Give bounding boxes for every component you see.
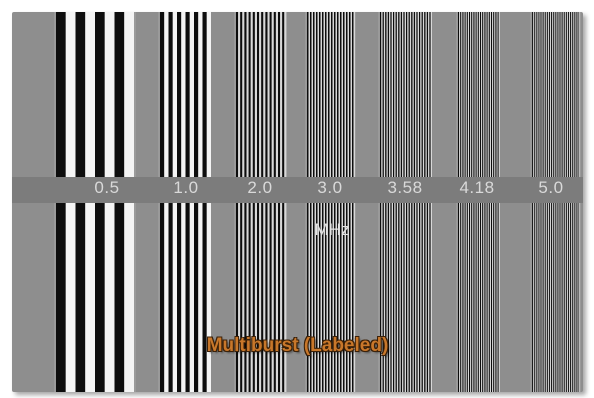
freq-label-5: 4.18: [459, 178, 495, 197]
freq-label-0: 0.5: [94, 178, 120, 197]
freq-label-6: 5.0: [538, 178, 564, 197]
freq-label-4: 3.58: [387, 178, 423, 197]
freq-label-3: 3.0: [317, 178, 343, 197]
pattern-caption: Multiburst (Labeled): [206, 335, 389, 356]
multiburst-test-pattern: 0.5 1.0 2.0 3.0 3.58 4.18 5.0 MHz Multib…: [12, 12, 583, 392]
freq-label-1: 1.0: [173, 178, 199, 197]
burst-graphic: [12, 12, 583, 392]
unit-label: MHz: [314, 220, 350, 239]
label-band: [12, 177, 583, 203]
freq-label-2: 2.0: [247, 178, 273, 197]
